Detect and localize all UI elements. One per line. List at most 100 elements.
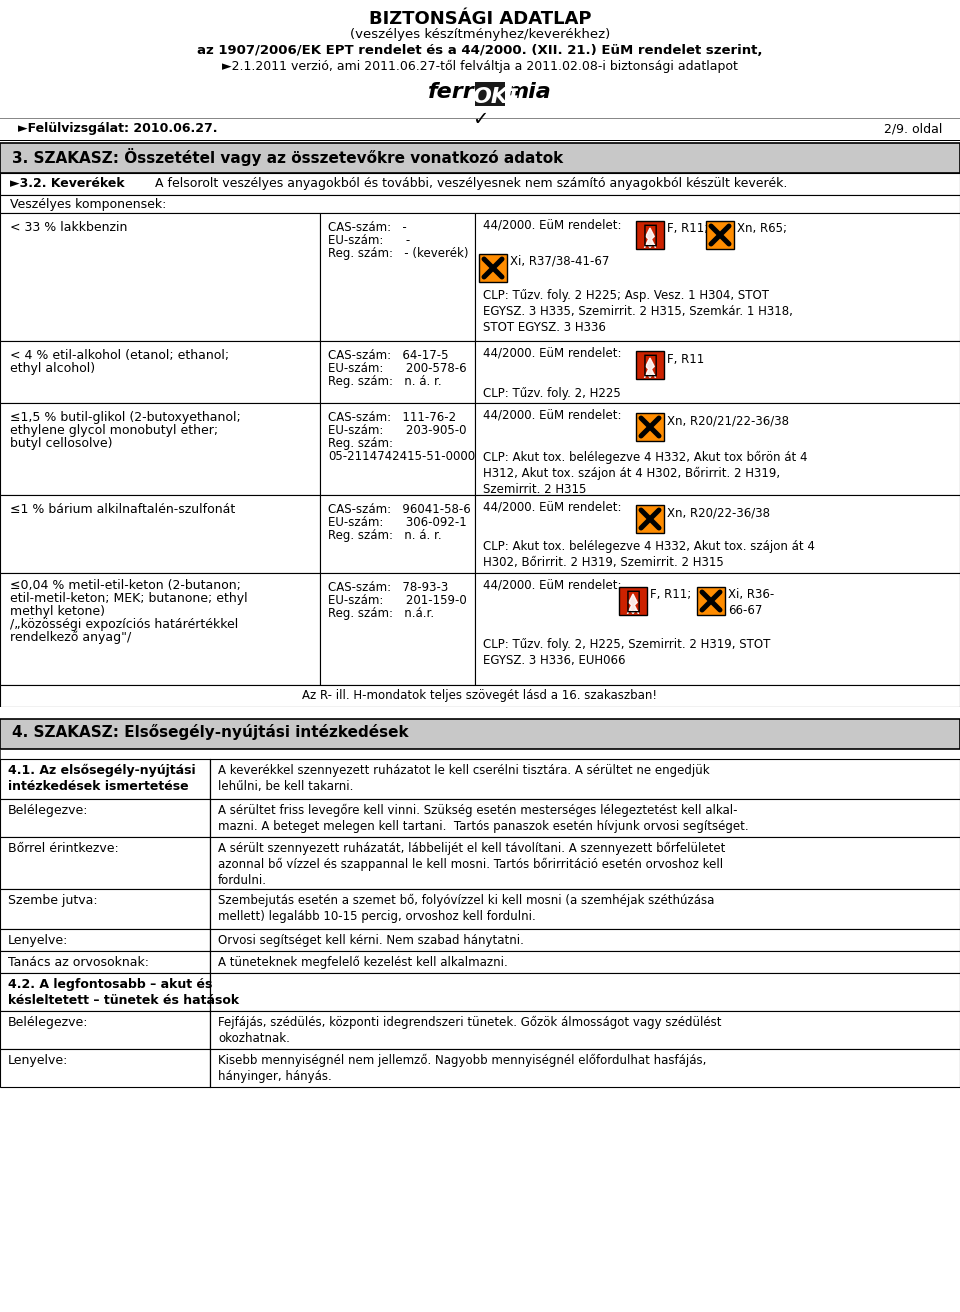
Text: Reg. szám:   n. á. r.: Reg. szám: n. á. r. (328, 375, 442, 388)
Bar (0, 1012, 210, 1050)
Text: EU-szám:      201-159-0: EU-szám: 201-159-0 (328, 594, 467, 607)
Text: Lenyelve:: Lenyelve: (8, 1054, 68, 1067)
Text: Fejfájás, szédülés, központi idegrendszeri tünetek. Gőzök álmosságot vagy szédül: Fejfájás, szédülés, központi idegrendsze… (218, 1015, 722, 1046)
Text: etil-metil-keton; MEK; butanone; ethyl: etil-metil-keton; MEK; butanone; ethyl (10, 592, 248, 605)
Text: BIZTONSÁGI ADATLAP: BIZTONSÁGI ADATLAP (369, 10, 591, 28)
Text: methyl ketone): methyl ketone) (10, 605, 105, 618)
Bar (706, 220, 734, 249)
Text: EU-szám:      203-905-0: EU-szám: 203-905-0 (328, 424, 467, 437)
Text: Xn, R20/21/22-36/38: Xn, R20/21/22-36/38 (667, 415, 789, 428)
Text: 44/2000. EüM rendelet:: 44/2000. EüM rendelet: (483, 219, 621, 232)
Bar (320, 341, 475, 403)
Text: 44/2000. EüM rendelet:: 44/2000. EüM rendelet: (483, 579, 621, 592)
Text: CAS-szám:   -: CAS-szám: - (328, 220, 407, 234)
Bar (210, 799, 960, 837)
Bar (0, 495, 320, 573)
Bar (0, 1050, 210, 1088)
Text: EU-szám:      200-578-6: EU-szám: 200-578-6 (328, 362, 467, 375)
Text: A sérültet friss levegőre kell vinni. Szükség esetén mesterséges lélegeztetést k: A sérültet friss levegőre kell vinni. Sz… (218, 804, 749, 833)
Bar (0, 799, 210, 837)
Bar (636, 220, 664, 249)
Bar (0, 951, 210, 974)
Text: az 1907/2006/EK EPT rendelet és a 44/2000. (XII. 21.) EüM rendelet szerint,: az 1907/2006/EK EPT rendelet és a 44/200… (197, 45, 763, 56)
Text: 4. SZAKASZ: Elsősegély-nyújtási intézkedések: 4. SZAKASZ: Elsősegély-nyújtási intézked… (12, 724, 409, 740)
Text: 44/2000. EüM rendelet:: 44/2000. EüM rendelet: (483, 346, 621, 359)
Bar (0, 749, 960, 760)
Polygon shape (628, 594, 638, 614)
Text: Lenyelve:: Lenyelve: (8, 934, 68, 947)
Bar (697, 586, 725, 615)
Bar (0, 403, 320, 495)
Text: ethylene glycol monobutyl ether;: ethylene glycol monobutyl ether; (10, 424, 218, 437)
Text: Reg. szám:   - (keverék): Reg. szám: - (keverék) (328, 247, 468, 260)
Text: CLP: Tűzv. foly. 2, H225, Szemirrit. 2 H319, STOT
EGYSZ. 3 H336, EUH066: CLP: Tűzv. foly. 2, H225, Szemirrit. 2 H… (483, 638, 770, 666)
Text: ≤0,04 % metil-etil-keton (2-butanon;: ≤0,04 % metil-etil-keton (2-butanon; (10, 579, 241, 592)
Text: A tüneteknek megfelelő kezelést kell alkalmazni.: A tüneteknek megfelelő kezelést kell alk… (218, 956, 508, 970)
Text: Tanács az orvosoknak:: Tanács az orvosoknak: (8, 956, 149, 970)
Bar (210, 1050, 960, 1088)
Text: ►3.2. Keverékek: ►3.2. Keverékek (10, 177, 125, 190)
Text: F, R11: F, R11 (667, 353, 705, 366)
Text: EU-szám:      -: EU-szám: - (328, 234, 410, 247)
Text: Bőrrel érintkezve:: Bőrrel érintkezve: (8, 842, 119, 855)
Text: 🔥: 🔥 (642, 353, 658, 377)
Bar (475, 213, 960, 341)
Bar (475, 81, 505, 106)
Text: mia: mia (505, 81, 551, 102)
Text: CAS-szám:   64-17-5: CAS-szám: 64-17-5 (328, 349, 448, 362)
Bar (320, 213, 475, 341)
Text: 44/2000. EüM rendelet:: 44/2000. EüM rendelet: (483, 501, 621, 514)
Text: < 33 % lakkbenzin: < 33 % lakkbenzin (10, 220, 128, 234)
Bar (0, 573, 320, 685)
Text: 4.1. Az elsősegély-nyújtási
intézkedések ismertetése: 4.1. Az elsősegély-nyújtási intézkedések… (8, 764, 196, 794)
Text: A keverékkel szennyezett ruházatot le kell cserélni tisztára. A sérültet ne enge: A keverékkel szennyezett ruházatot le ke… (218, 764, 709, 792)
Text: Reg. szám:: Reg. szám: (328, 437, 393, 450)
Text: 2/9. oldal: 2/9. oldal (883, 122, 942, 135)
Bar (0, 213, 320, 341)
Bar (636, 413, 664, 441)
Bar (0, 719, 960, 749)
Text: Szembejutás esetén a szemet bő, folyóvízzel ki kell mosni (a szemhéjak széthúzás: Szembejutás esetén a szemet bő, folyóvíz… (218, 893, 714, 924)
Text: EU-szám:      306-092-1: EU-szám: 306-092-1 (328, 516, 467, 529)
Text: Orvosi segítséget kell kérni. Nem szabad hánytatni.: Orvosi segítséget kell kérni. Nem szabad… (218, 934, 524, 947)
Text: Reg. szám:   n. á. r.: Reg. szám: n. á. r. (328, 529, 442, 542)
Text: ≤1,5 % butil-glikol (2-butoxyethanol;: ≤1,5 % butil-glikol (2-butoxyethanol; (10, 411, 241, 424)
Text: ►2.1.2011 verzió, ami 2011.06.27-től felváltja a 2011.02.08-i biztonsági adatlap: ►2.1.2011 verzió, ami 2011.06.27-től fel… (222, 60, 738, 73)
Bar (475, 341, 960, 403)
Text: CAS-szám:   111-76-2: CAS-szám: 111-76-2 (328, 411, 456, 424)
Text: (veszélyes készítményhez/keverékhez): (veszélyes készítményhez/keverékhez) (349, 28, 611, 41)
Bar (0, 341, 320, 403)
Text: CLP: Tűzv. foly. 2, H225: CLP: Tűzv. foly. 2, H225 (483, 387, 621, 400)
Text: F, R11;: F, R11; (650, 588, 691, 601)
Bar (320, 495, 475, 573)
Bar (0, 685, 960, 707)
Text: Szembe jutva:: Szembe jutva: (8, 893, 98, 907)
Text: CAS-szám:   96041-58-6: CAS-szám: 96041-58-6 (328, 502, 470, 516)
Text: A felsorolt veszélyes anyagokból és további, veszélyesnek nem számító anyagokból: A felsorolt veszélyes anyagokból és tová… (155, 177, 787, 190)
Text: Belélegezve:: Belélegezve: (8, 1015, 88, 1029)
Bar (475, 403, 960, 495)
Text: 🔥: 🔥 (642, 223, 658, 247)
Bar (0, 890, 210, 929)
Text: Belélegezve:: Belélegezve: (8, 804, 88, 817)
Bar (0, 195, 960, 213)
Text: rendelkező anyag"/: rendelkező anyag"/ (10, 631, 132, 644)
Text: ►Felülvizsgálat: 2010.06.27.: ►Felülvizsgálat: 2010.06.27. (18, 122, 218, 135)
Text: ferr: ferr (428, 81, 475, 102)
Text: ethyl alcohol): ethyl alcohol) (10, 362, 95, 375)
Text: 4.2. A legfontosabb – akut és
késleltetett – tünetek és hatások: 4.2. A legfontosabb – akut és késleltete… (8, 977, 239, 1008)
Text: É: É (505, 81, 520, 102)
Polygon shape (644, 228, 656, 248)
Polygon shape (644, 358, 656, 378)
Text: /„közösségi expozíciós határértékkel: /„közösségi expozíciós határértékkel (10, 618, 238, 631)
Text: CAS-szám:   78-93-3: CAS-szám: 78-93-3 (328, 581, 448, 594)
Text: Xn, R65;: Xn, R65; (737, 222, 787, 235)
Bar (0, 707, 960, 719)
Text: Az R- ill. H-mondatok teljes szövegét lásd a 16. szakaszban!: Az R- ill. H-mondatok teljes szövegét lá… (302, 689, 658, 702)
Bar (210, 974, 960, 1012)
Bar (479, 255, 507, 282)
Bar (619, 586, 647, 615)
Bar (210, 929, 960, 951)
Bar (0, 929, 210, 951)
Text: ✓: ✓ (471, 110, 489, 129)
